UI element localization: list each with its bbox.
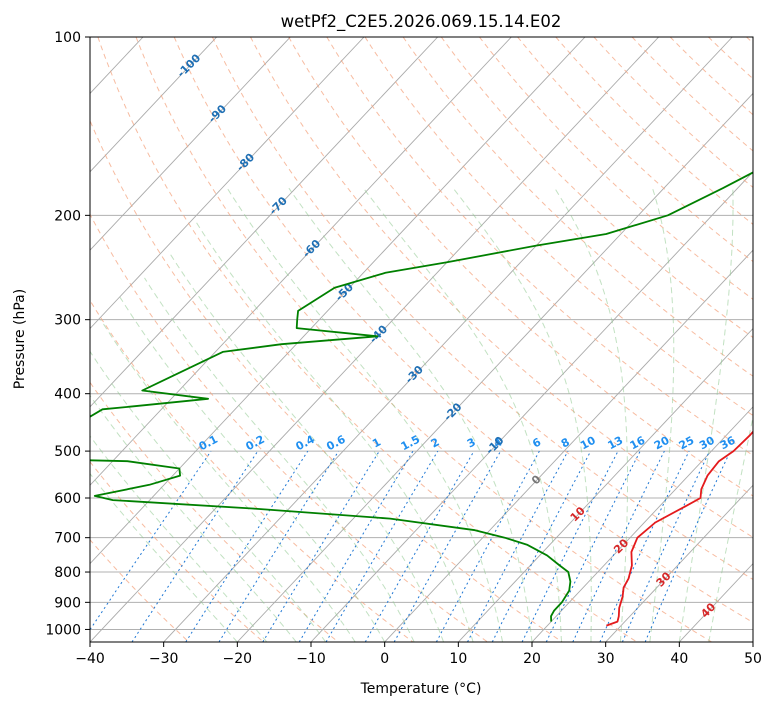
mixing-ratio-line	[621, 450, 711, 642]
moist-adiabat-line	[100, 319, 356, 642]
x-tick-label: 20	[523, 651, 541, 667]
moist-adiabat-line	[168, 251, 445, 642]
dry-adiabat-line	[90, 539, 190, 642]
moist-adiabat-line	[90, 350, 327, 642]
moist-adiabat-line	[195, 221, 474, 642]
isotherm-line	[384, 249, 753, 642]
x-tick-label: −20	[223, 651, 253, 667]
mixing-ratio-label: 25	[677, 434, 697, 453]
dry-adiabat-line	[90, 119, 563, 642]
mixing-ratio-label: 36	[718, 433, 738, 452]
moist-adiabat-line	[649, 188, 675, 642]
dewpoint-profile-line	[90, 171, 753, 622]
isotherm-line	[90, 37, 439, 408]
moist-adiabat-line	[678, 188, 734, 642]
y-tick-label: 1000	[45, 622, 81, 638]
isotherm-line	[605, 484, 753, 642]
isotherm-line	[90, 37, 512, 486]
y-tick-label: 500	[54, 444, 81, 460]
isotherm-line	[458, 327, 753, 642]
mixing-ratio-line	[545, 450, 641, 642]
mixing-ratio-label: 20	[652, 434, 672, 453]
mixing-ratio-label: 10	[578, 434, 598, 453]
x-tick-label: 30	[597, 651, 615, 667]
y-tick-label: 700	[54, 531, 81, 547]
dry-adiabat-line	[250, 37, 753, 538]
dry-adiabat-line	[90, 381, 339, 642]
dry-adiabat-line	[211, 37, 753, 581]
x-tick-label: 0	[380, 651, 389, 667]
y-tick-label: 100	[54, 30, 81, 46]
plot-frame	[89, 36, 754, 643]
dry-adiabat-line	[173, 37, 753, 624]
x-axis-label: Temperature (°C)	[360, 681, 482, 697]
dry-adiabat-line	[517, 37, 753, 263]
mixing-ratio-line	[262, 450, 380, 642]
dry-adiabat-line	[631, 37, 753, 152]
dry-adiabat-line	[364, 37, 753, 417]
mixing-ratio-line	[491, 450, 592, 642]
y-tick-label: 600	[54, 491, 81, 507]
mixing-ratio-line	[435, 450, 540, 642]
x-tick-label: −10	[296, 651, 326, 667]
moist-adiabat-line	[226, 187, 503, 642]
dry-adiabat-line	[555, 37, 753, 225]
chart-title: wetPf2_C2E5.2026.069.15.14.E02	[281, 12, 562, 32]
x-axis: −40 −30 −20 −10 0 10 20 30 40 50	[75, 642, 762, 667]
mixing-ratio-label: 30	[697, 434, 717, 453]
dry-adiabat-line	[402, 37, 753, 377]
y-tick-label: 800	[54, 565, 81, 581]
background-lines	[90, 37, 753, 642]
moist-adiabat-line	[90, 394, 297, 642]
mixing-ratio-line	[364, 450, 475, 642]
mixing-ratio-line	[393, 450, 502, 642]
isotherm-line	[90, 37, 218, 173]
mixing-ratio-line	[325, 450, 439, 642]
dry-adiabat-line	[97, 37, 638, 642]
mixing-ratio-line	[131, 450, 259, 642]
mixing-ratio-line	[298, 450, 414, 642]
isotherm-line	[531, 406, 753, 642]
profiles	[90, 171, 753, 627]
mixing-ratio-label: 13	[606, 434, 626, 453]
dry-adiabat-line	[288, 37, 753, 497]
mixing-ratio-line	[467, 450, 569, 642]
isotherm-line	[90, 37, 586, 565]
y-tick-label: 400	[54, 387, 81, 403]
moist-adiabat-line	[708, 414, 753, 642]
y-tick-label: 200	[54, 208, 81, 224]
mixing-ratio-line	[218, 450, 340, 642]
y-axis: 100 200 300 400 500 600 700 800 900 1000	[45, 30, 90, 638]
mixing-ratio-label: 16	[628, 434, 648, 453]
dry-adiabat-line	[326, 37, 753, 456]
moist-adiabat-line	[288, 187, 533, 642]
y-tick-label: 300	[54, 313, 81, 329]
x-tick-label: 40	[670, 651, 688, 667]
isotherm-line	[237, 92, 753, 642]
isotherm-line	[90, 37, 660, 642]
x-tick-label: −40	[75, 651, 105, 667]
temperature-profile-line	[606, 430, 753, 627]
moist-adiabat-line	[90, 435, 268, 642]
mixing-ratio-labels: 0.1 0.2 0.4 0.6 1 1.5 2 3 4 6 8 10 13 16 20 25 30 36	[197, 433, 738, 454]
mixing-ratio-line	[521, 450, 619, 642]
moist-adiabat-line	[144, 277, 415, 642]
x-tick-label: 50	[744, 651, 762, 667]
mixing-ratio-line	[644, 450, 731, 642]
moist-adiabat-line	[554, 187, 628, 642]
y-tick-label: 900	[54, 595, 81, 611]
x-tick-label: −30	[149, 651, 179, 667]
mixing-ratio-line	[599, 450, 690, 642]
dry-adiabat-line	[440, 37, 753, 339]
isotherm-line	[90, 37, 291, 251]
isotherm-line	[90, 37, 365, 330]
x-tick-label: 10	[449, 651, 467, 667]
mixing-ratio-line	[572, 450, 665, 642]
isotherm-line	[163, 37, 733, 642]
y-axis-label: Pressure (hPa)	[12, 289, 28, 389]
